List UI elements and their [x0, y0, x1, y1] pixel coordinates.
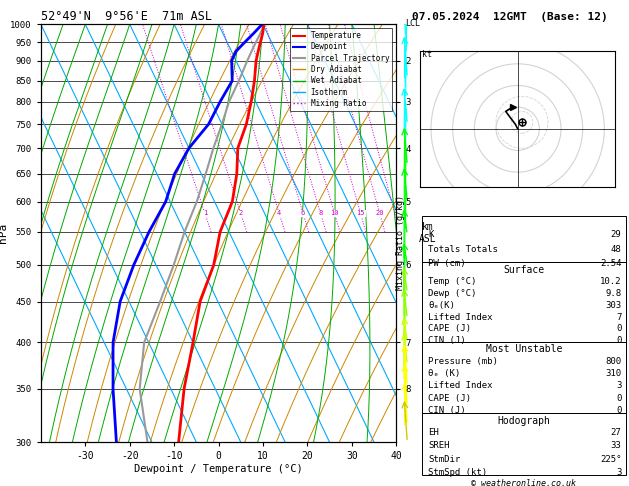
Text: Pressure (mb): Pressure (mb): [428, 357, 498, 365]
Text: 3: 3: [616, 382, 621, 390]
Text: 15: 15: [357, 210, 365, 216]
Text: 310: 310: [605, 369, 621, 378]
Text: 2: 2: [238, 210, 243, 216]
Text: 52°49'N  9°56'E  71m ASL: 52°49'N 9°56'E 71m ASL: [41, 10, 212, 23]
Text: 800: 800: [605, 357, 621, 365]
Text: 10: 10: [330, 210, 339, 216]
Text: 303: 303: [605, 301, 621, 310]
Text: © weatheronline.co.uk: © weatheronline.co.uk: [472, 479, 576, 486]
Text: 2.54: 2.54: [600, 260, 621, 268]
Text: 20: 20: [376, 210, 384, 216]
Text: CAPE (J): CAPE (J): [428, 325, 472, 333]
Text: 3: 3: [616, 469, 621, 477]
Text: StmSpd (kt): StmSpd (kt): [428, 469, 487, 477]
Text: 225°: 225°: [600, 455, 621, 464]
Text: 0: 0: [616, 406, 621, 415]
Text: θₑ(K): θₑ(K): [428, 301, 455, 310]
Text: θₑ (K): θₑ (K): [428, 369, 460, 378]
Y-axis label: hPa: hPa: [0, 223, 8, 243]
Bar: [422, 413, 626, 475]
Text: EH: EH: [428, 428, 439, 437]
Text: 4: 4: [277, 210, 281, 216]
Text: Totals Totals: Totals Totals: [428, 244, 498, 254]
Text: CAPE (J): CAPE (J): [428, 394, 472, 403]
Text: 1: 1: [203, 210, 207, 216]
Text: 0: 0: [616, 336, 621, 345]
Text: Dewp (°C): Dewp (°C): [428, 289, 477, 298]
Text: Mixing Ratio (g/kg): Mixing Ratio (g/kg): [396, 195, 405, 291]
Text: 33: 33: [611, 441, 621, 451]
Text: K: K: [428, 230, 434, 239]
Text: 27: 27: [611, 428, 621, 437]
Text: StmDir: StmDir: [428, 455, 460, 464]
Text: SREH: SREH: [428, 441, 450, 451]
Text: Most Unstable: Most Unstable: [486, 345, 562, 354]
Text: CIN (J): CIN (J): [428, 406, 466, 415]
Bar: [422, 342, 626, 413]
Text: LCL: LCL: [405, 19, 420, 29]
Text: Surface: Surface: [503, 265, 545, 275]
Text: Hodograph: Hodograph: [498, 416, 550, 426]
Text: 9.8: 9.8: [605, 289, 621, 298]
Text: 6: 6: [301, 210, 305, 216]
Y-axis label: km
ASL: km ASL: [418, 223, 436, 244]
Text: 10.2: 10.2: [600, 277, 621, 286]
Text: Lifted Index: Lifted Index: [428, 312, 493, 322]
Text: 29: 29: [611, 230, 621, 239]
Text: PW (cm): PW (cm): [428, 260, 466, 268]
Text: Lifted Index: Lifted Index: [428, 382, 493, 390]
Text: kt: kt: [422, 51, 432, 59]
Legend: Temperature, Dewpoint, Parcel Trajectory, Dry Adiabat, Wet Adiabat, Isotherm, Mi: Temperature, Dewpoint, Parcel Trajectory…: [290, 28, 392, 111]
Bar: [422, 216, 626, 262]
X-axis label: Dewpoint / Temperature (°C): Dewpoint / Temperature (°C): [134, 464, 303, 474]
Text: CIN (J): CIN (J): [428, 336, 466, 345]
Text: 48: 48: [611, 244, 621, 254]
Text: Temp (°C): Temp (°C): [428, 277, 477, 286]
Text: 0: 0: [616, 325, 621, 333]
Text: 8: 8: [318, 210, 323, 216]
Text: 07.05.2024  12GMT  (Base: 12): 07.05.2024 12GMT (Base: 12): [412, 12, 608, 22]
Bar: [422, 262, 626, 342]
Text: 0: 0: [616, 394, 621, 403]
Text: 7: 7: [616, 312, 621, 322]
